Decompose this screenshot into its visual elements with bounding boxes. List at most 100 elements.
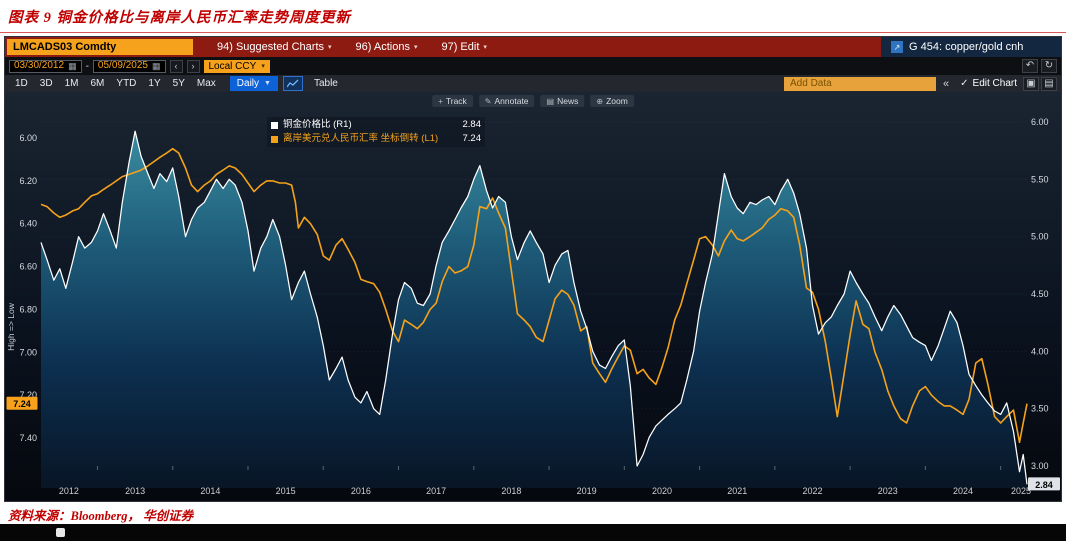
x-axis-year-label: 2014	[200, 486, 220, 496]
chart-canvas[interactable]: 6.00 6.20 6.40 6.60 6.80 7.00 7.20 7.40 6.00 5.50…	[5, 92, 1061, 501]
legend-label: 离岸美元兑人民币汇率 坐标倒转 (L1)	[283, 133, 439, 144]
right-axis-tick-label: 4.00	[1031, 346, 1049, 356]
chart-settings-icon[interactable]: ▣	[1023, 76, 1039, 91]
currency-select[interactable]: Local CCY ▾	[203, 59, 270, 73]
right-axis-tick-label: 3.50	[1031, 404, 1049, 414]
date-range-separator: -	[85, 60, 89, 72]
frequency-label: Daily	[236, 78, 260, 89]
legend-swatch	[271, 121, 278, 129]
period-tab-ytd[interactable]: YTD	[116, 78, 137, 89]
x-axis-year-label: 2025	[1011, 486, 1031, 496]
calendar-icon: ▦	[68, 61, 77, 71]
x-axis-year-label: 2023	[878, 486, 898, 496]
check-icon: ✓	[960, 78, 969, 89]
security-ticker-field[interactable]: LMCADS03 Comdty	[7, 39, 193, 55]
right-axis-tick-label: 4.50	[1031, 289, 1049, 299]
x-axis-year-label: 2024	[953, 486, 973, 496]
tool-annotate[interactable]: ✎ Annotate	[478, 95, 535, 107]
left-axis-direction-note: High => Low	[6, 302, 16, 351]
date-from-field[interactable]: 03/30/2012 ▦	[9, 59, 82, 73]
tool-track[interactable]: + Track	[432, 95, 473, 107]
chart-plot[interactable]: 6.00 6.20 6.40 6.60 6.80 7.00 7.20 7.40 6.00 5.50…	[5, 92, 1061, 501]
chevron-down-icon: ▼	[264, 80, 271, 87]
period-tab-5y[interactable]: 5Y	[172, 78, 185, 89]
step-back-button[interactable]: ‹	[169, 59, 183, 73]
track-icon: +	[438, 96, 443, 106]
copper-gold-ratio-line	[40, 130, 1028, 485]
tool-label: Zoom	[606, 96, 628, 106]
x-axis-year-label: 2017	[426, 486, 446, 496]
frequency-select[interactable]: Daily ▼	[229, 76, 278, 91]
period-tab-1m[interactable]: 1M	[64, 78, 79, 89]
menu-actions[interactable]: 96) Actions ▾	[356, 41, 418, 53]
x-axis-year-label: 2020	[652, 486, 672, 496]
left-axis-tick-label: 6.60	[19, 262, 37, 272]
taskbar	[0, 524, 1066, 541]
left-axis-tick-label: 7.00	[19, 347, 37, 357]
annotate-icon: ✎	[484, 96, 492, 106]
menu-suggested-charts[interactable]: 94) Suggested Charts ▾	[217, 41, 332, 53]
left-axis-last-value: 7.24	[13, 399, 31, 409]
figure-title: 图表 9 铜金价格比与离岸人民币汇率走势周度更新	[8, 10, 351, 26]
right-axis-last-value: 2.84	[1035, 480, 1053, 490]
tool-label: News	[557, 96, 579, 106]
window-tag-label: G 454: copper/gold cnh	[909, 41, 1024, 53]
chart-type-button[interactable]	[282, 76, 303, 91]
news-icon: ▤	[546, 96, 555, 106]
left-axis-tick-label: 7.40	[19, 433, 37, 443]
bloomberg-window: LMCADS03 Comdty 94) Suggested Charts ▾ 9…	[4, 36, 1062, 502]
history-controls: ↶ ↻	[1022, 59, 1057, 73]
tool-label: Track	[445, 96, 467, 106]
currency-label: Local CCY	[208, 60, 257, 72]
chevron-down-icon: ▾	[261, 62, 265, 70]
x-axis-year-label: 2018	[501, 486, 521, 496]
edit-chart-button[interactable]: ✓ Edit Chart	[956, 78, 1021, 89]
left-axis-tick-label: 7.20	[19, 390, 37, 400]
date-from-value: 03/30/2012	[14, 60, 65, 71]
launch-icon: ↗	[891, 41, 903, 53]
figure-header: 图表 9 铜金价格比与离岸人民币汇率走势周度更新	[0, 2, 1066, 33]
x-axis-year-label: 2019	[577, 486, 597, 496]
refresh-icon[interactable]: ↻	[1041, 59, 1057, 73]
date-to-field[interactable]: 05/09/2025 ▦	[92, 59, 166, 73]
period-tab-1y[interactable]: 1Y	[148, 78, 161, 89]
period-tab-3d[interactable]: 3D	[39, 78, 53, 89]
terminal-toolbar: 1D 3D 1M 6M YTD 1Y 5Y Max Daily ▼ Table Add Dat…	[5, 75, 1061, 92]
tool-news[interactable]: ▤ News	[540, 95, 585, 107]
undo-icon[interactable]: ↶	[1022, 59, 1038, 73]
date-to-value: 05/09/2025	[97, 60, 148, 71]
menu-edit[interactable]: 97) Edit ▾	[441, 41, 486, 53]
period-tab-max[interactable]: Max	[196, 78, 216, 89]
collapse-panel-button[interactable]: «	[943, 77, 950, 90]
table-button[interactable]: Table	[313, 78, 338, 89]
x-axis-year-label: 2015	[276, 486, 296, 496]
chevron-down-icon: ▾	[483, 44, 487, 51]
left-axis-tick-label: 6.20	[19, 176, 37, 186]
add-data-input[interactable]: Add Data	[784, 76, 937, 91]
legend-value: 2.84	[462, 119, 482, 130]
chevron-down-icon: ▾	[328, 44, 332, 51]
right-axis-tick-label: 6.00	[1031, 117, 1049, 127]
zoom-icon: ⊕	[596, 96, 604, 106]
line-chart-icon	[286, 79, 299, 88]
legend-swatch	[271, 135, 278, 143]
period-tab-1d[interactable]: 1D	[15, 78, 28, 89]
expand-icon[interactable]: ▤	[1041, 76, 1057, 91]
left-axis-tick-label: 6.00	[19, 133, 37, 143]
left-axis-tick-label: 6.40	[19, 219, 37, 229]
chevron-down-icon: ▾	[413, 44, 418, 51]
menu-actions-label: 96) Actions	[355, 41, 410, 53]
step-forward-button[interactable]: ›	[186, 59, 200, 73]
window-tag[interactable]: ↗ G 454: copper/gold cnh	[881, 37, 1061, 57]
legend-item-1[interactable]: 离岸美元兑人民币汇率 坐标倒转 (L1) 7.24	[271, 132, 481, 146]
x-axis-year-label: 2021	[727, 486, 747, 496]
x-axis-year-label: 2013	[125, 486, 145, 496]
chart-legend: 铜金价格比 (R1) 2.84 离岸美元兑人民币汇率 坐标倒转 (L1) 7.24	[267, 117, 485, 147]
tool-label: Annotate	[494, 96, 529, 106]
tool-zoom[interactable]: ⊕ Zoom	[590, 95, 634, 107]
right-axis-tick-label: 3.00	[1031, 461, 1049, 471]
legend-item-0[interactable]: 铜金价格比 (R1) 2.84	[271, 118, 481, 132]
period-tab-6m[interactable]: 6M	[90, 78, 105, 89]
left-axis-tick-label: 6.80	[19, 304, 37, 314]
copper-gold-area-fill	[41, 131, 1027, 488]
